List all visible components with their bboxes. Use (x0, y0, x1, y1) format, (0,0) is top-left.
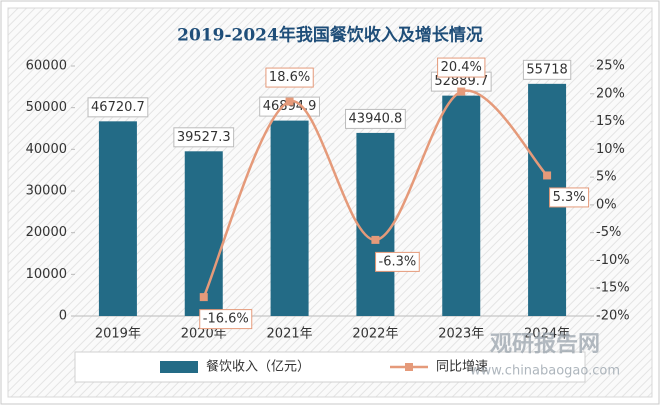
y2-tick-label: -5% (596, 225, 621, 240)
line-value-label-box (437, 57, 486, 78)
y-tick-label: 40000 (26, 142, 67, 157)
y2-tick-label: 0% (596, 197, 617, 212)
y-tick-label: 20000 (26, 225, 67, 240)
y-tick-label: 30000 (26, 184, 67, 199)
x-tick-label: 2024年 (524, 327, 570, 342)
y2-tick-label: 5% (596, 170, 617, 185)
bar (270, 120, 309, 316)
legend-swatch-marker (405, 363, 413, 371)
y2-tick-label: 15% (596, 114, 625, 129)
y-tick-label: 50000 (26, 100, 67, 115)
y-tick-label: 60000 (26, 59, 67, 74)
bar-value-label: 46720.7 (91, 100, 145, 115)
y2-tick-label: -10% (596, 253, 630, 268)
bar-value-label: 52889.7 (434, 74, 488, 89)
y2-tick-label: 10% (596, 142, 625, 157)
x-tick-label: 2023年 (438, 327, 484, 342)
line-value-label-box (265, 67, 314, 88)
legend-label: 同比增速 (436, 360, 488, 375)
line-value-label: -16.6% (203, 312, 249, 327)
x-tick-label: 2020年 (181, 327, 227, 342)
bar-value-label: 43940.8 (349, 111, 403, 126)
watermark-url: www.chinabaogao.com (470, 364, 620, 379)
legend-swatch (160, 361, 198, 373)
line-marker (457, 87, 466, 96)
bar-value-label-box (345, 108, 406, 129)
y-tick-label: 0 (59, 309, 67, 324)
legend-label: 餐饮收入（亿元） (206, 359, 310, 375)
bar (184, 151, 223, 316)
x-tick-label: 2021年 (267, 327, 313, 342)
y2-tick-label: 25% (596, 59, 625, 74)
y2-tick-label: 20% (596, 86, 625, 101)
line-value-label-box (549, 187, 590, 208)
line-value-label: -6.3% (379, 254, 417, 269)
bar (98, 121, 137, 316)
x-tick-label: 2019年 (95, 327, 141, 342)
y2-tick-label: -20% (596, 309, 630, 324)
bar-value-label: 55718 (526, 62, 567, 77)
watermark-title: 观研报告网 (490, 332, 600, 357)
y-tick-label: 10000 (26, 267, 67, 282)
chart-title: 2019-2024年我国餐饮收入及增长情况 (177, 25, 483, 46)
line-value-label: 18.6% (269, 70, 310, 85)
bar (442, 95, 481, 316)
line-value-label: 5.3% (553, 190, 586, 205)
bar-value-label-box (522, 59, 572, 80)
line-value-label: 20.4% (441, 60, 482, 75)
line-marker (285, 97, 294, 106)
line-value-label-box (375, 251, 420, 272)
bar-value-label: 46894.9 (263, 99, 317, 114)
bar-value-label-box (173, 127, 235, 148)
x-tick-label: 2022年 (352, 327, 398, 342)
bar-value-label: 39527.3 (177, 130, 231, 145)
bar-value-label-box (87, 97, 149, 118)
line (202, 89, 548, 298)
line-marker (371, 235, 380, 244)
line-marker (543, 171, 552, 180)
line-marker (199, 293, 208, 302)
line-value-label-box (199, 309, 253, 330)
y2-tick-label: -15% (596, 281, 630, 296)
bar (356, 132, 395, 316)
